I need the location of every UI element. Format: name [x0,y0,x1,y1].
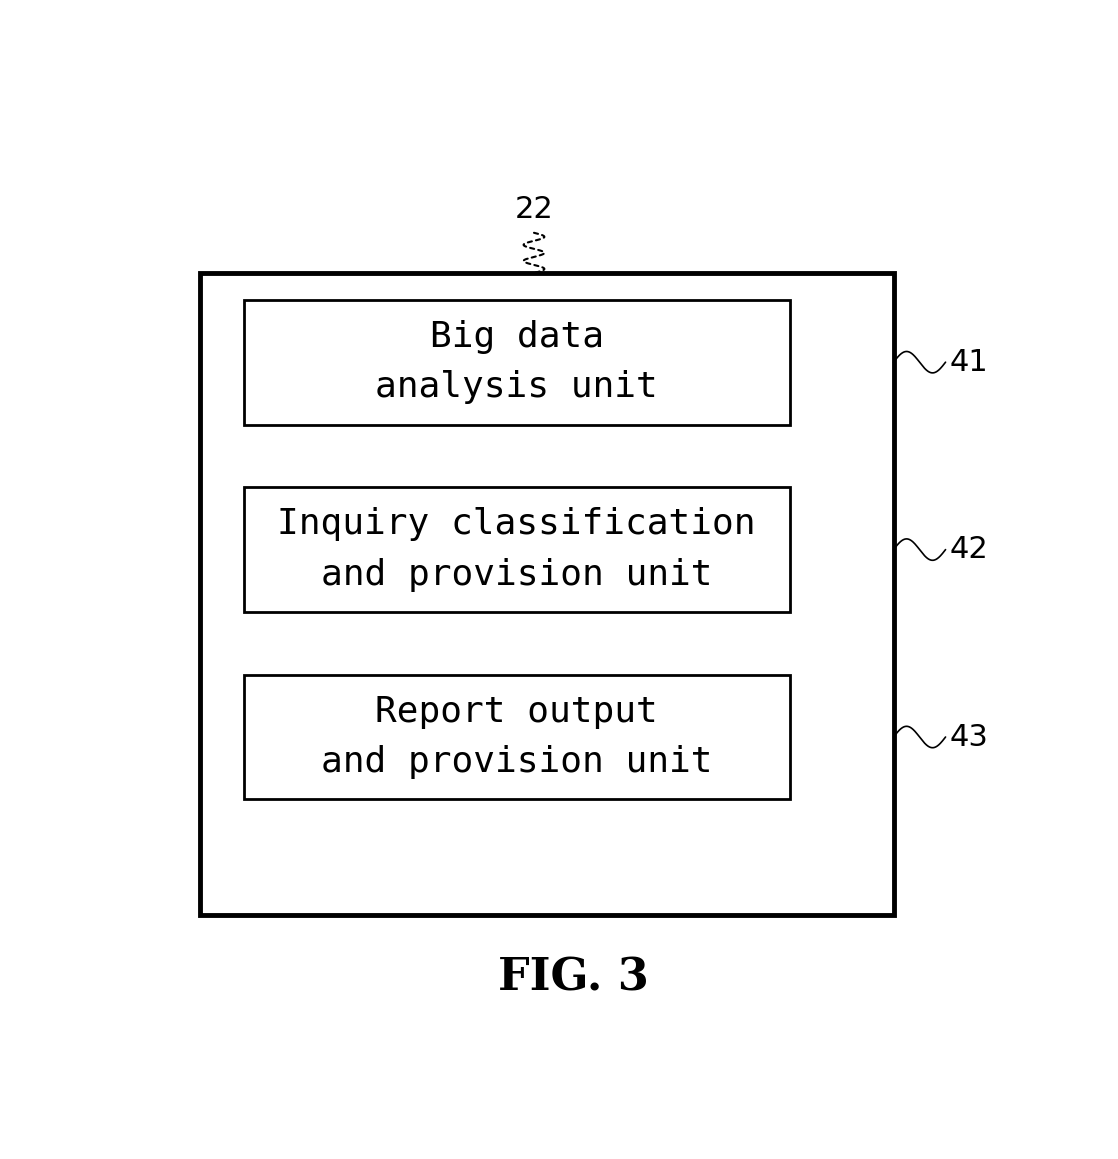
Text: FIG. 3: FIG. 3 [498,956,648,999]
Text: 43: 43 [950,722,988,751]
Bar [200,274,893,916]
Text: Report output
and provision unit: Report output and provision unit [321,695,712,779]
Text: 42: 42 [950,535,988,564]
Text: Big data
analysis unit: Big data analysis unit [376,320,659,404]
Bar [244,675,789,800]
Text: Inquiry classification
and provision unit: Inquiry classification and provision uni… [277,508,756,592]
Bar [244,300,789,424]
Text: 41: 41 [950,348,988,377]
Text: 22: 22 [514,195,553,224]
Bar [244,487,789,612]
